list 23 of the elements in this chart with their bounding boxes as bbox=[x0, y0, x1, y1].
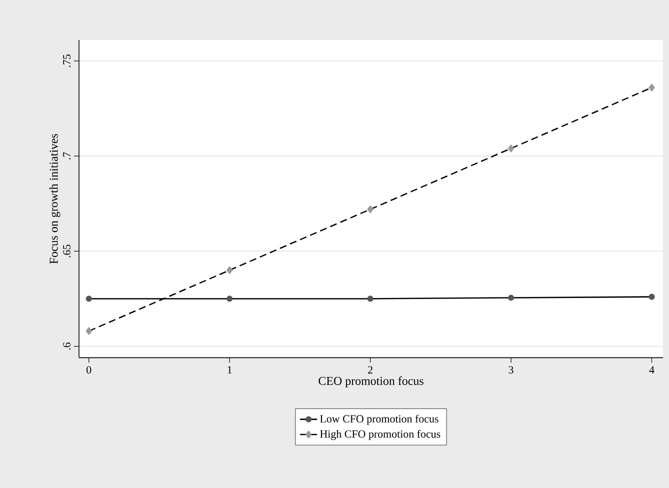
point bbox=[367, 296, 374, 302]
x-tick-label: 3 bbox=[508, 366, 514, 374]
point bbox=[648, 84, 655, 92]
y-tick-label: .65 bbox=[63, 244, 71, 258]
x-tick-label: 2 bbox=[368, 366, 372, 374]
point bbox=[648, 294, 655, 300]
x-axis-title: CEO promotion focus bbox=[318, 376, 424, 388]
x-tick-label: 1 bbox=[228, 366, 232, 374]
legend-label: Low CFO promotion focus bbox=[320, 414, 438, 425]
legend-label: High CFO promotion focus bbox=[320, 430, 440, 440]
y-tick-label: .75 bbox=[63, 54, 71, 68]
point bbox=[508, 144, 514, 152]
y-tick-label: .6 bbox=[63, 342, 71, 350]
y-tick-label: .7 bbox=[63, 152, 71, 160]
point bbox=[226, 296, 233, 302]
point bbox=[86, 296, 92, 302]
point bbox=[226, 266, 233, 274]
x-tick-label: 0 bbox=[86, 366, 92, 374]
point bbox=[367, 205, 374, 214]
x-tick-label: 4 bbox=[649, 366, 654, 374]
point bbox=[508, 294, 514, 301]
y-axis-title: Focus on growth initiatives bbox=[49, 134, 60, 264]
point bbox=[86, 327, 92, 335]
